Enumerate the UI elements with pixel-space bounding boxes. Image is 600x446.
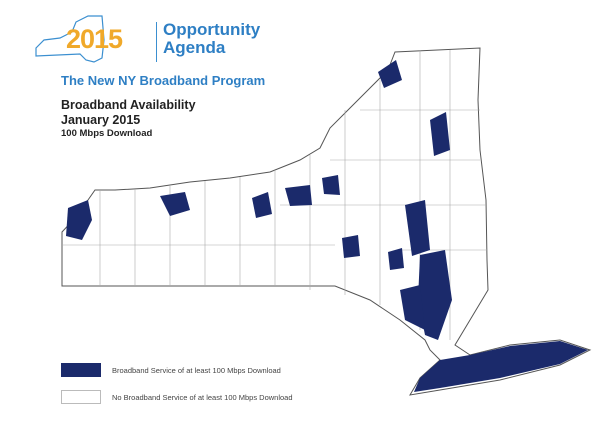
logo-text: Opportunity Agenda	[163, 21, 260, 57]
state-outline	[61, 47, 592, 396]
title-line-2: January 2015	[61, 113, 141, 127]
legend-label-coverage: Broadband Service of at least 100 Mbps D…	[112, 366, 281, 375]
ny-logo-outline-icon	[35, 15, 105, 63]
title-line-1: Broadband Availability	[61, 98, 196, 112]
legend-label-no-coverage: No Broadband Service of at least 100 Mbp…	[112, 393, 293, 402]
county-lines	[62, 50, 487, 340]
logo-year: 2015	[66, 24, 123, 54]
map-title: Broadband Availability January 2015	[61, 98, 196, 128]
coverage-areas	[66, 60, 588, 392]
logo-divider	[156, 22, 157, 62]
logo-line-1: Opportunity	[163, 20, 261, 39]
legend-swatch-no-coverage	[61, 390, 101, 404]
logo-line-2: Agenda	[163, 38, 226, 57]
map-subtitle: 100 Mbps Download	[61, 128, 153, 139]
legend-swatch-coverage	[61, 363, 101, 377]
program-name: The New NY Broadband Program	[61, 73, 266, 88]
